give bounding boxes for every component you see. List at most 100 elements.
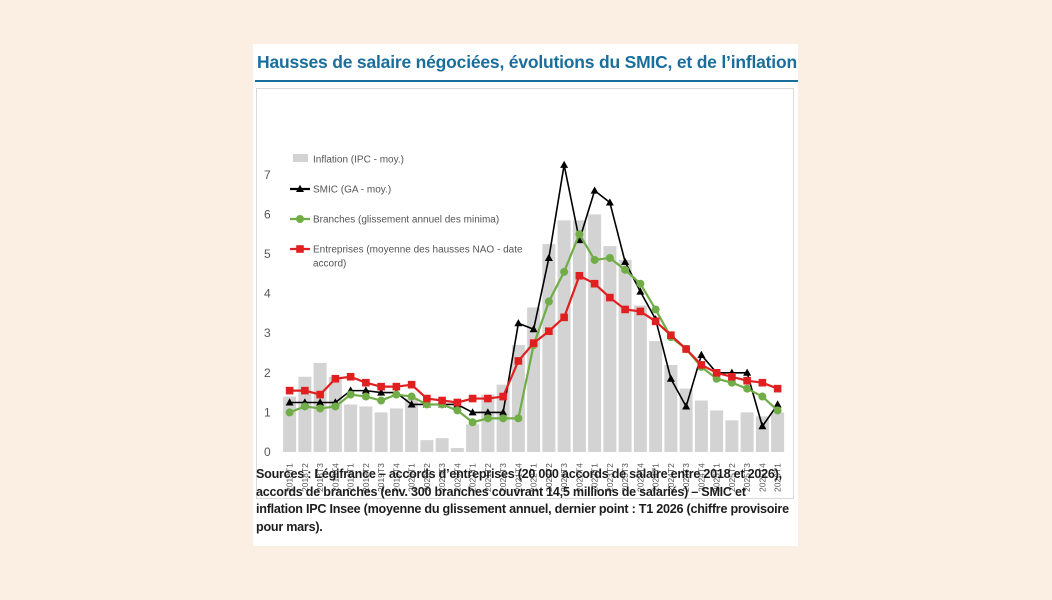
x-tick-label: 2023T1 xyxy=(590,463,600,492)
point-2-2018T2 xyxy=(301,386,309,395)
point-2-2022T1 xyxy=(529,339,538,347)
y-tick-label: 6 xyxy=(264,207,271,221)
point-2-2023T2 xyxy=(606,293,614,302)
x-tick-label: 2024T2 xyxy=(666,463,676,492)
point-2-2019T2 xyxy=(362,378,370,387)
y-tick-label: 7 xyxy=(264,168,271,182)
bar-2020T1 xyxy=(405,398,419,452)
bar-2021T1 xyxy=(466,424,480,452)
bar-2020T2 xyxy=(420,440,434,452)
point-1-2023T4 xyxy=(636,279,645,288)
point-1-2024T1 xyxy=(651,305,660,314)
x-tick-label: 2019T2 xyxy=(361,463,371,492)
point-2-2023T4 xyxy=(636,307,645,316)
chart-frame: 0 1 2 3 4 5 6 7 2018T1 2018T2 2018T3 2018T4 2019T1 20… xyxy=(256,88,794,499)
bar-2019T3 xyxy=(374,412,388,452)
point-0-2018T3 xyxy=(316,398,325,406)
point-0-2025T4 xyxy=(758,422,767,430)
x-tick-label: 2019T4 xyxy=(391,463,401,492)
x-tick-label: 2025T2 xyxy=(727,463,737,492)
bar-2020T4 xyxy=(450,448,464,452)
point-2-2023T1 xyxy=(590,279,599,288)
x-tick-label: 2025T1 xyxy=(712,463,722,492)
bar-2022T3 xyxy=(557,220,571,452)
point-2-2019T4 xyxy=(392,382,401,391)
point-0-2022T3 xyxy=(560,160,569,168)
y-tick-label: 5 xyxy=(264,247,271,261)
sources-text: Sources : Légifrance – accords d’entrepr… xyxy=(256,467,789,534)
point-2-2022T3 xyxy=(560,313,568,322)
x-tick-label: 2023T4 xyxy=(635,463,645,492)
chart: 0 1 2 3 4 5 6 7 2018T1 2018T2 2018T3 2018T4 2019T1 20… xyxy=(264,154,785,492)
x-tick-label: 2018T4 xyxy=(330,463,340,492)
bar-2025T3 xyxy=(740,412,754,452)
point-1-2023T2 xyxy=(605,253,614,262)
x-tick-label: 2018T1 xyxy=(285,463,295,492)
point-2-2021T2 xyxy=(484,394,492,403)
legend-label-1: SMIC (GA - moy.) xyxy=(313,185,391,196)
y-tick-label: 4 xyxy=(264,287,271,301)
legend-label-2: Branches (glissement annuel des minima) xyxy=(313,215,499,226)
legend-marker-2 xyxy=(296,215,304,223)
legend-label-0: Inflation (IPC - moy.) xyxy=(313,155,404,166)
point-0-2020T1 xyxy=(407,400,416,408)
point-0-2022T2 xyxy=(544,253,553,261)
legend-marker-3 xyxy=(296,245,304,253)
x-tick-label: 2024T4 xyxy=(696,463,706,492)
y-tick-label: 1 xyxy=(264,405,271,419)
point-2-2021T1 xyxy=(468,394,477,403)
x-tick-label: 2020T4 xyxy=(452,463,462,492)
point-2-2022T2 xyxy=(545,327,553,336)
x-tick-label: 2026T1 xyxy=(773,463,783,492)
point-2-2026T1 xyxy=(773,384,782,393)
point-1-2018T4 xyxy=(331,402,340,411)
x-tick-label: 2020T3 xyxy=(437,463,447,492)
point-0-2023T3 xyxy=(621,257,630,265)
point-0-2021T3 xyxy=(499,408,508,416)
point-2-2024T2 xyxy=(667,331,675,339)
x-tick-label: 2020T1 xyxy=(407,463,417,492)
point-2-2020T4 xyxy=(453,398,462,407)
point-0-2018T1 xyxy=(285,398,294,406)
x-tick-label: 2019T3 xyxy=(376,463,386,492)
point-2-2019T1 xyxy=(346,372,355,381)
bar-2023T1 xyxy=(588,214,602,452)
point-0-2025T3 xyxy=(743,368,752,376)
point-0-2021T2 xyxy=(483,408,492,416)
point-1-2021T4 xyxy=(514,414,523,423)
bar-2026T1 xyxy=(771,412,785,452)
point-1-2021T2 xyxy=(483,414,492,423)
bar-2025T1 xyxy=(710,410,724,452)
bar-2023T4 xyxy=(633,305,647,452)
bar-2023T2 xyxy=(603,246,617,452)
legend-marker-1 xyxy=(296,184,304,192)
point-2-2025T3 xyxy=(743,376,751,385)
point-0-2019T2 xyxy=(361,386,370,394)
point-2-2024T1 xyxy=(651,317,660,326)
bar-2022T4 xyxy=(572,220,586,452)
point-1-2018T1 xyxy=(285,408,294,417)
title-rule xyxy=(255,80,798,82)
point-2-2018T3 xyxy=(316,390,324,399)
point-0-2021T1 xyxy=(468,408,477,416)
legend-swatch-0 xyxy=(293,154,308,162)
point-1-2025T1 xyxy=(712,374,721,383)
point-2-2020T3 xyxy=(438,396,446,405)
point-1-2022T2 xyxy=(544,297,553,306)
point-2-2020T1 xyxy=(407,380,416,389)
bar-2019T1 xyxy=(344,404,358,452)
x-tick-label: 2025T4 xyxy=(757,463,767,492)
point-2-2018T4 xyxy=(331,374,340,383)
point-2-2021T3 xyxy=(499,392,507,401)
point-0-2019T3 xyxy=(377,388,386,396)
point-2-2019T3 xyxy=(377,382,385,391)
bar-2018T4 xyxy=(328,376,342,452)
x-tick-label: 2025T3 xyxy=(742,463,752,492)
x-tick-label: 2019T1 xyxy=(346,463,356,492)
x-tick-label: 2023T3 xyxy=(620,463,630,492)
point-0-2024T4 xyxy=(697,350,706,358)
point-0-2023T4 xyxy=(636,287,645,295)
bar-2025T2 xyxy=(725,420,739,452)
point-1-2025T4 xyxy=(758,392,767,401)
point-2-2023T3 xyxy=(621,305,629,314)
